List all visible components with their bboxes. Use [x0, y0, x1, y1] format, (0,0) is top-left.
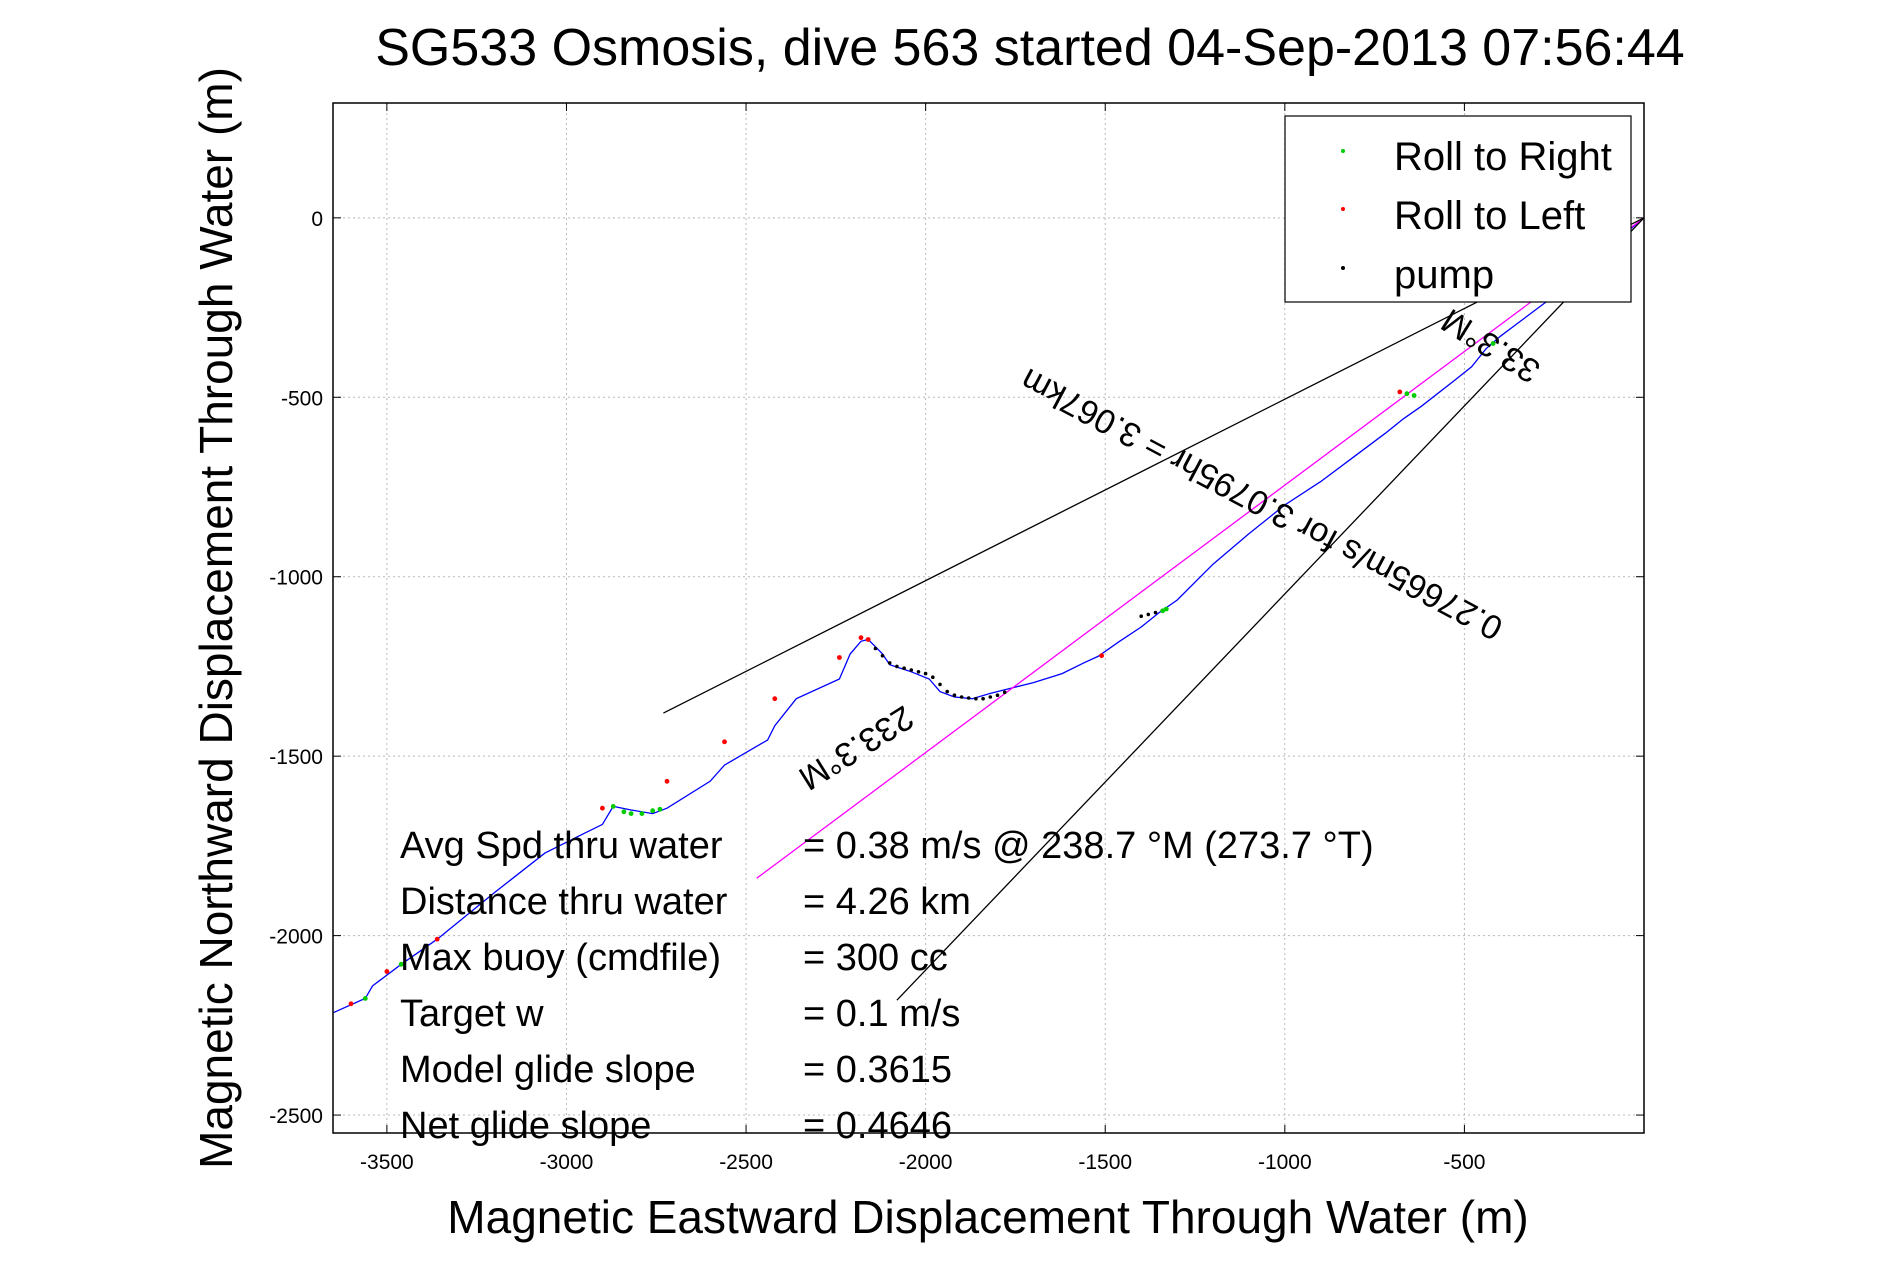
marker-roll-left [837, 655, 842, 660]
marker-pump [995, 693, 1000, 697]
marker-roll-right [628, 811, 634, 816]
marker-pump [909, 668, 914, 672]
marker-pump [887, 661, 892, 665]
marker-roll-right [610, 804, 616, 809]
stat-label: Net glide slope [400, 1105, 651, 1147]
series-magenta-line [756, 217, 1645, 879]
y-tick-label: -2000 [269, 926, 323, 949]
marker-pump [895, 664, 899, 669]
marker-pump [952, 693, 957, 697]
marker-roll-left [722, 739, 727, 745]
marker-roll-left [348, 1001, 354, 1007]
marker-pump [873, 646, 878, 651]
x-axis-label: Magnetic Eastward Displacement Through W… [447, 1191, 1528, 1243]
marker-roll-right [657, 806, 663, 812]
marker-roll-right [398, 961, 404, 967]
marker-roll-left [664, 778, 670, 784]
y-tick-label: -2500 [269, 1105, 323, 1128]
marker-pump [1153, 610, 1158, 615]
marker-pump [1002, 690, 1007, 695]
marker-roll-left [1099, 653, 1104, 659]
marker-roll-left [384, 969, 390, 974]
stat-value: = 0.1 m/s [803, 993, 960, 1035]
marker-roll-right [639, 811, 645, 816]
marker-roll-right [1163, 606, 1169, 612]
stat-label: Target w [400, 993, 544, 1035]
x-tick-label: -3500 [360, 1151, 414, 1174]
marker-roll-right [650, 808, 656, 814]
marker-pump [966, 696, 971, 700]
marker-pump [880, 653, 885, 658]
legend-label-pump: pump [1394, 253, 1494, 297]
marker-pump [938, 682, 942, 687]
x-tick-label: -500 [1443, 1151, 1485, 1174]
grid [333, 103, 1644, 1133]
y-tick-label: -1000 [269, 567, 323, 590]
stat-value: = 4.26 km [803, 881, 971, 923]
marker-roll-right [621, 809, 627, 815]
marker-roll-right [362, 996, 368, 1001]
x-tick-label: -2000 [899, 1151, 953, 1174]
marker-roll-left [858, 635, 864, 641]
stats-block: Avg Spd thru water = 0.38 m/s @ 238.7 °M … [400, 825, 1374, 1147]
legend-marker-roll-left [1341, 207, 1345, 211]
stat-value: = 0.3615 [803, 1049, 952, 1091]
y-tick-labels: 0 -500 -1000 -1500 -2000 -2500 [269, 208, 323, 1128]
marker-pump [945, 689, 949, 694]
legend: Roll to Right Roll to Left pump [1284, 115, 1632, 303]
y-tick-label: -500 [281, 387, 323, 410]
marker-pump [1146, 612, 1151, 617]
x-tick-label: -1000 [1258, 1151, 1312, 1174]
stat-label: Distance thru water [400, 881, 728, 923]
x-tick-label: -1500 [1078, 1151, 1132, 1174]
legend-marker-pump [1341, 266, 1345, 270]
marker-roll-right [1490, 341, 1496, 346]
marker-roll-left [865, 637, 871, 642]
marker-pump [931, 675, 935, 679]
legend-label-roll-left: Roll to Left [1394, 194, 1585, 238]
x-tick-label: -3000 [540, 1151, 594, 1174]
stat-value: = 300 cc [803, 937, 948, 979]
marker-roll-left [772, 696, 778, 702]
legend-marker-roll-right [1341, 149, 1345, 153]
marker-pump [981, 696, 985, 701]
marker-roll-left [1397, 389, 1403, 395]
marker-roll-right [1160, 608, 1166, 614]
stat-label: Max buoy (cmdfile) [400, 937, 721, 979]
chart-title: SG533 Osmosis, dive 563 started 04-Sep-2… [375, 19, 1684, 77]
marker-roll-left [600, 805, 605, 811]
marker-pump [974, 696, 978, 701]
markers-group [348, 341, 1496, 1007]
marker-pump [916, 670, 921, 674]
stat-value: = 0.4646 [803, 1105, 952, 1147]
stat-value: = 0.38 m/s @ 238.7 °M (273.7 °T) [803, 825, 1374, 867]
marker-pump [923, 671, 928, 676]
stat-label: Model glide slope [400, 1049, 696, 1091]
x-tick-label: -2500 [719, 1151, 773, 1174]
y-axis-label: Magnetic Northward Displacement Through … [190, 67, 242, 1169]
y-tick-label: -1500 [269, 746, 323, 769]
marker-roll-right [1411, 393, 1417, 398]
stat-label: Avg Spd thru water [400, 825, 723, 867]
marker-pump [988, 695, 993, 699]
marker-roll-left [434, 936, 440, 942]
legend-label-roll-right: Roll to Right [1394, 135, 1612, 179]
marker-roll-right [1404, 391, 1410, 397]
x-tick-labels: -3500 -3000 -2500 -2000 -1500 -1000 -500 [360, 1151, 1485, 1174]
marker-pump [1139, 614, 1143, 618]
series-lower-bound-line [896, 217, 1645, 1001]
plot-frame [332, 102, 1645, 1134]
y-tick-label: 0 [311, 208, 323, 231]
marker-pump [902, 666, 906, 670]
marker-pump [959, 695, 964, 699]
